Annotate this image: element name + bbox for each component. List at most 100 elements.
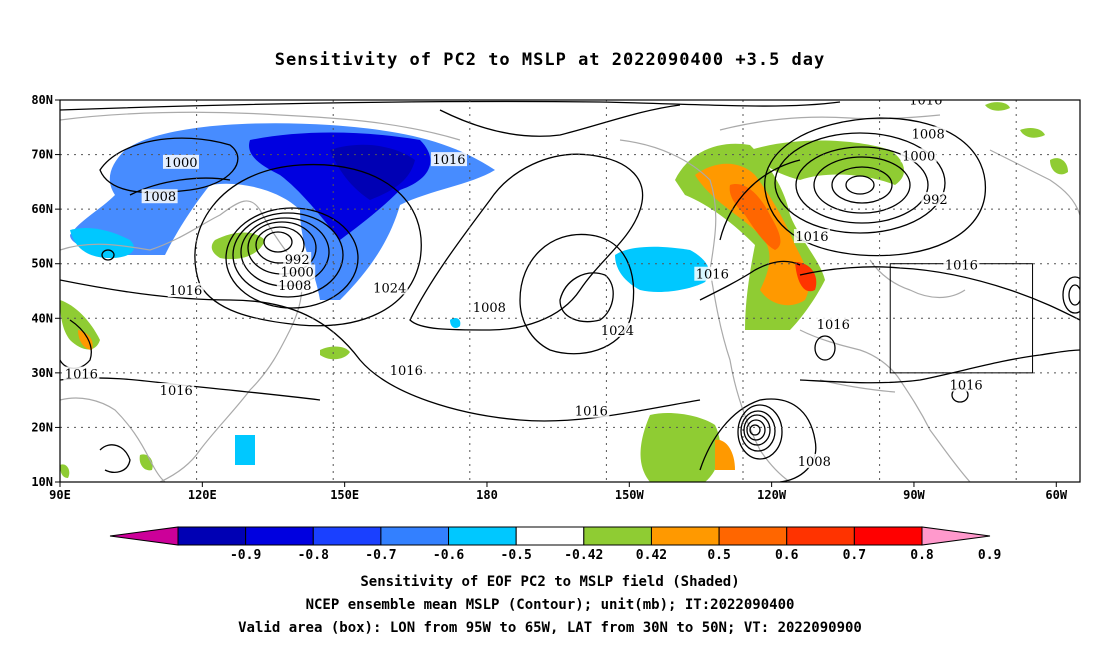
contour-label-bg	[283, 251, 312, 266]
colorbar-segment	[177, 526, 247, 546]
colorbar-high-extend	[921, 526, 991, 546]
colorbar-segment	[718, 526, 788, 546]
colorbar-segment	[245, 526, 314, 546]
lon-tick-label: 60W	[1045, 488, 1067, 502]
contour-label: 1016	[696, 268, 729, 283]
contour-label: 1000	[902, 149, 935, 164]
colorbar-segment	[312, 526, 382, 546]
colorbar-label: -0.7	[365, 548, 396, 563]
contour-label: 1024	[373, 281, 406, 296]
lat-tick-label: 30N	[31, 366, 53, 380]
axis-labels: 90E 120E 150E 180 150W 120W 90W 60W 80N 70N 60N 50N…	[31, 93, 1068, 502]
contour-label-bg	[431, 152, 468, 167]
contour-label: 1016	[945, 258, 978, 273]
lat-tick-label: 60N	[31, 202, 53, 216]
contour-label-bg	[599, 322, 636, 337]
contour-label: 1016	[169, 284, 202, 299]
lat-tick-label: 70N	[31, 148, 53, 162]
contour-label: 1016	[575, 405, 608, 420]
contour-label-bg	[167, 283, 204, 298]
colorbar-label: -0.8	[298, 548, 329, 563]
colorbar-segment	[583, 526, 652, 546]
lat-tick-label: 80N	[31, 93, 53, 107]
contour-label-bg	[276, 278, 313, 293]
contour-label-bg	[279, 264, 316, 279]
contour-label: 1016	[65, 368, 98, 383]
contour-label: 992	[923, 193, 948, 208]
colorbar-segment	[515, 526, 585, 546]
contour-label-bg	[900, 148, 937, 163]
colorbar-label: -0.42	[564, 548, 603, 563]
colorbar-label: 0.7	[843, 548, 866, 563]
contour-label: 1008	[798, 455, 831, 470]
lat-tick-label: 20N	[31, 420, 53, 434]
contour-label-bg	[694, 266, 731, 281]
colorbar-segment	[786, 526, 855, 546]
lat-tick-label: 50N	[31, 257, 53, 271]
map-title: Sensitivity of PC2 to MSLP at 2022090400…	[274, 50, 826, 70]
contour-label-bg	[796, 453, 833, 468]
lat-tick-label: 40N	[31, 311, 53, 325]
contour-label: 1016	[160, 384, 193, 399]
contour-label: 1016	[390, 364, 423, 379]
valid-area-box	[889, 263, 1034, 374]
colorbar-label: 0.9	[978, 548, 1001, 563]
colorbar-label: -0.9	[230, 548, 261, 563]
contour-labels: 1000100899210001008101610161024100810241…	[63, 94, 985, 470]
contour-label-bg	[921, 191, 950, 206]
caption-line-3: Valid area (box): LON from 95W to 65W, L…	[238, 620, 862, 636]
caption-line-2: NCEP ensemble mean MSLP (Contour); unit(…	[305, 597, 795, 613]
contour-label-bg	[371, 280, 408, 295]
contour-label: 1000	[281, 266, 314, 281]
contour-label-bg	[388, 362, 425, 377]
contour-label-bg	[815, 316, 852, 331]
lon-tick-label: 150E	[330, 488, 359, 502]
colorbar-segment	[650, 526, 720, 546]
contour-label: 1016	[795, 230, 828, 245]
colorbar-label: -0.6	[433, 548, 464, 563]
colorbar-label: -0.5	[501, 548, 532, 563]
colorbar-low-extend	[109, 526, 179, 546]
colorbar-label: 0.6	[775, 548, 799, 563]
contour-label-bg	[910, 126, 947, 141]
contour-label: 1008	[473, 301, 506, 316]
lon-tick-label: 180	[476, 488, 498, 502]
contour-label: 1008	[143, 190, 176, 205]
coastlines	[60, 111, 1080, 482]
contour-label-bg	[948, 377, 985, 392]
contour-label-bg	[63, 366, 100, 381]
contour-label: 1008	[278, 279, 311, 294]
contour-label-bg	[573, 403, 610, 418]
caption-line-1: Sensitivity of EOF PC2 to MSLP field (Sh…	[360, 574, 740, 590]
contour-label-bg	[158, 382, 195, 397]
colorbar-segment	[380, 526, 450, 546]
contour-label-bg	[162, 154, 199, 169]
contour-label: 1000	[164, 156, 197, 171]
lon-tick-label: 120W	[757, 488, 787, 502]
contour-label-bg	[141, 189, 178, 204]
contour-label: 1016	[909, 94, 942, 109]
contour-label: 992	[285, 253, 310, 268]
colorbar-segment	[448, 526, 517, 546]
contour-label: 1016	[950, 379, 983, 394]
contour-label-bg	[471, 300, 508, 315]
colorbar-label: 0.42	[636, 548, 667, 563]
contour-label: 1008	[912, 127, 945, 142]
contour-label: 1024	[601, 324, 634, 339]
lon-tick-label: 90E	[49, 488, 71, 502]
contour-label-bg	[907, 100, 944, 107]
colorbar-label: 0.5	[707, 548, 730, 563]
lon-tick-label: 120E	[188, 488, 217, 502]
contour-label: 1016	[432, 153, 465, 168]
map-frame	[59, 99, 1081, 483]
lat-tick-label: 10N	[31, 475, 53, 489]
lon-tick-label: 150W	[615, 488, 645, 502]
colorbar-segment	[853, 526, 923, 546]
contour-label-bg	[943, 257, 980, 272]
colorbar-label: 0.8	[910, 548, 934, 563]
contour-label-bg	[793, 229, 830, 244]
lon-tick-label: 90W	[903, 488, 925, 502]
contour-label: 1016	[817, 318, 850, 333]
colorbar: -0.9 -0.8 -0.7 -0.6 -0.5 -0.42 0.42 0.5 0.6 0.7 0.…	[109, 526, 1001, 563]
